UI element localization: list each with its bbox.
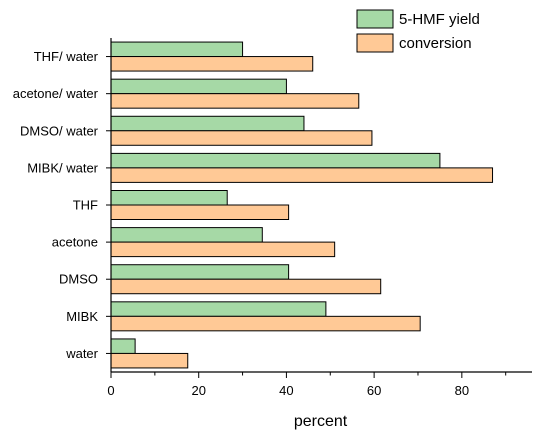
bar-conversion-dmso-water	[110, 130, 373, 146]
x-tick-label-20: 20	[191, 383, 205, 398]
bar-5-hmf-yield-water	[110, 338, 136, 354]
bar-5-hmf-yield-dmso	[110, 264, 290, 280]
x-tick-label-0: 0	[107, 383, 114, 398]
bar-conversion-acetone-water	[110, 93, 360, 109]
legend-label-5-hmf-yield: 5-HMF yield	[399, 11, 480, 28]
legend-label-conversion: conversion	[399, 35, 472, 52]
bar-5-hmf-yield-acetone-water	[110, 78, 287, 95]
bar-5-hmf-yield-dmso-water	[110, 115, 305, 132]
bar-5-hmf-yield-acetone	[110, 227, 263, 243]
legend-swatch-conversion	[356, 33, 394, 53]
x-tick-label-80: 80	[455, 383, 469, 398]
bars-layer	[110, 41, 494, 369]
bar-conversion-thf-water	[110, 56, 314, 72]
legend-swatch-5-hmf-yield	[356, 9, 394, 29]
y-tick-label-mibk: MIBK	[66, 309, 98, 324]
bar-conversion-dmso	[110, 278, 382, 295]
x-tick-label-60: 60	[367, 383, 381, 398]
bar-5-hmf-yield-thf-water	[110, 41, 244, 58]
x-tick-label-40: 40	[279, 383, 293, 398]
axes-layer: THF/ water acetone/ water DMSO/ water MIBK/…	[13, 38, 532, 430]
y-tick-label-acetone-water: acetone/ water	[13, 86, 99, 101]
legend: 5-HMF yield conversion	[356, 9, 480, 53]
y-tick-label-thf-water: THF/ water	[34, 49, 99, 64]
bar-conversion-water	[110, 352, 189, 369]
x-axis-title: percent	[294, 413, 348, 430]
bar-conversion-mibk-water	[110, 167, 494, 183]
y-tick-label-dmso: DMSO	[59, 272, 98, 287]
bar-conversion-thf	[110, 204, 290, 220]
y-tick-label-mibk-water: MIBK/ water	[27, 160, 98, 175]
bar-5-hmf-yield-mibk	[110, 301, 327, 317]
bar-5-hmf-yield-mibk-water	[110, 152, 441, 169]
bar-conversion-acetone	[110, 241, 336, 258]
bar-conversion-mibk	[110, 315, 421, 332]
y-tick-label-dmso-water: DMSO/ water	[20, 123, 99, 138]
y-tick-label-thf: THF	[73, 198, 98, 213]
bar-5-hmf-yield-thf	[110, 190, 228, 206]
y-tick-label-water: water	[65, 346, 98, 361]
y-tick-label-acetone: acetone	[52, 235, 98, 250]
